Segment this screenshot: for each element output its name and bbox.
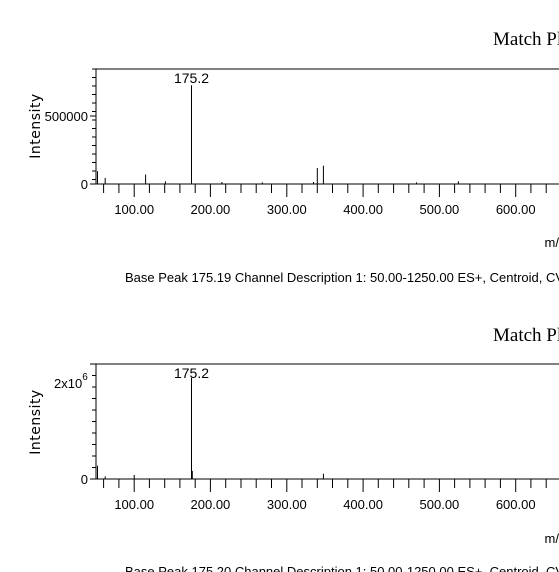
- chart-caption: Base Peak 175.19 Channel Description 1: …: [125, 270, 559, 285]
- y-tick-label: 0: [81, 177, 88, 192]
- x-axis-label: m/: [545, 235, 559, 250]
- y-tick-base: 2x10: [54, 376, 82, 391]
- x-axis-label: m/: [545, 531, 559, 546]
- spectrum-peaks: [97, 85, 459, 184]
- x-tick-label: 100.00: [114, 202, 154, 217]
- base-peak-label: 175.2: [174, 365, 209, 381]
- y-tick-label: 2x106: [54, 372, 88, 391]
- x-tick-label: 400.00: [343, 202, 383, 217]
- x-tick-label: 400.00: [343, 497, 383, 512]
- spectrum-panel-2: Match Plo Intensity 2x106 0 100.00 200.00…: [28, 325, 559, 572]
- base-peak-label: 175.2: [174, 70, 209, 86]
- y-tick-exponent: 6: [82, 372, 88, 383]
- y-minor-ticks: [92, 363, 96, 480]
- x-tick-label: 500.00: [420, 497, 460, 512]
- x-tick-label: 200.00: [191, 497, 231, 512]
- y-axis-label: Intensity: [28, 93, 44, 158]
- x-tick-label: 600.00: [496, 497, 536, 512]
- x-tick-labels: 100.00 200.00 300.00 400.00 500.00 600.00: [114, 202, 535, 217]
- spectrum-peaks: [97, 377, 324, 479]
- y-tick-label: 500000: [45, 109, 88, 124]
- y-axis-label: Intensity: [28, 389, 44, 454]
- y-minor-ticks: [92, 68, 96, 180]
- x-minor-ticks: [103, 184, 547, 197]
- y-tick-label: 0: [81, 472, 88, 487]
- spectrum-panel-1: Match Plo Intensity 500000 0 100.00 200.0…: [28, 29, 559, 285]
- x-minor-ticks: [103, 479, 547, 492]
- x-tick-label: 300.00: [267, 497, 307, 512]
- x-tick-labels: 100.00 200.00 300.00 400.00 500.00 600.00: [114, 497, 535, 512]
- x-tick-label: 100.00: [114, 497, 154, 512]
- panel-title: Match Plo: [493, 325, 559, 346]
- x-tick-label: 500.00: [420, 202, 460, 217]
- chart-caption: Base Peak 175.20 Channel Description 1: …: [125, 564, 559, 572]
- x-tick-label: 200.00: [191, 202, 231, 217]
- panel-title: Match Plo: [493, 29, 559, 50]
- x-tick-label: 600.00: [496, 202, 536, 217]
- x-tick-label: 300.00: [267, 202, 307, 217]
